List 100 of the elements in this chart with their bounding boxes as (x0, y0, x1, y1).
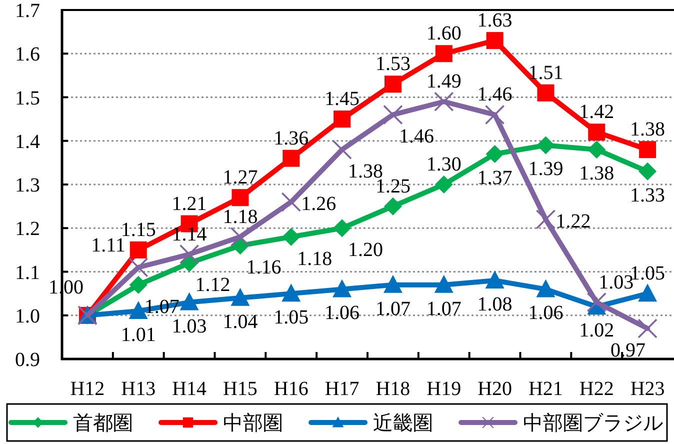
data-label: 1.07 (426, 298, 462, 320)
y-tick-label: 1.1 (15, 262, 40, 284)
x-tick-label: H17 (324, 378, 360, 400)
point (332, 279, 352, 298)
x-tick-label: H16 (274, 378, 308, 400)
point (586, 292, 607, 312)
y-tick-label: 1.3 (15, 174, 40, 196)
point (434, 176, 453, 194)
point (179, 244, 200, 264)
point (383, 104, 403, 125)
y-tick-label: 1.2 (15, 218, 40, 240)
legend-label: 首都圏 (73, 412, 133, 434)
y-tick-label: 1.5 (15, 87, 40, 110)
x-tick-label: H19 (426, 378, 462, 400)
legend-label: 近畿圏 (373, 412, 433, 434)
x-tick-label: H23 (630, 378, 665, 400)
data-label: 1.63 (477, 10, 512, 32)
y-tick-label: 0.9 (15, 349, 40, 371)
point (128, 257, 148, 278)
x-tick-label: H22 (579, 378, 614, 400)
data-label: 1.36 (274, 127, 309, 150)
data-label: 1.07 (375, 298, 410, 320)
point (384, 197, 402, 216)
data-label: 1.22 (556, 210, 591, 232)
data-label: 1.06 (528, 302, 564, 324)
data-label: 1.06 (324, 302, 360, 324)
point (536, 136, 555, 154)
point (588, 124, 606, 141)
data-label: 0.97 (610, 339, 646, 362)
data-label: 1.42 (579, 101, 614, 124)
data-label: 1.49 (426, 70, 462, 93)
point (180, 292, 199, 310)
data-label: 1.60 (426, 22, 462, 45)
point (486, 32, 504, 50)
point (638, 284, 658, 302)
data-label: 1.39 (528, 158, 564, 180)
point (282, 228, 300, 246)
point (230, 288, 250, 306)
point (638, 162, 657, 180)
x-tick-label: H15 (222, 378, 258, 400)
data-label: 1.20 (348, 239, 384, 262)
point (230, 226, 250, 247)
y-tick-label: 1.4 (15, 130, 40, 153)
x-tick-label: H14 (172, 378, 207, 400)
data-label: 1.46 (398, 126, 434, 148)
data-label: 1.30 (426, 154, 462, 176)
x-tick-label: H18 (376, 378, 410, 400)
y-tick-label: 1.0 (15, 305, 40, 328)
point (130, 241, 147, 258)
point (128, 301, 148, 320)
data-label: 1.18 (297, 248, 332, 270)
data-label: 1.21 (172, 192, 207, 215)
data-label: 1.26 (301, 192, 336, 215)
point (334, 110, 351, 128)
y-tick-label: 1.6 (15, 44, 40, 66)
point (129, 276, 148, 294)
data-label: 1.45 (324, 88, 360, 110)
data-label: 1.38 (579, 162, 614, 185)
point (434, 274, 454, 293)
legend-label: 中部圏ブラジル (523, 412, 663, 434)
point (332, 140, 352, 160)
data-label: 1.18 (222, 206, 258, 228)
data-label: 1.46 (477, 84, 512, 106)
x-tick-label: H20 (478, 378, 512, 400)
data-label: 1.04 (222, 310, 258, 333)
data-label: 1.03 (172, 315, 207, 338)
y-tick-label: 1.7 (15, 0, 40, 22)
data-label: 1.07 (144, 296, 180, 318)
point (484, 104, 505, 125)
point (536, 210, 556, 230)
point (486, 144, 504, 163)
data-label: 1.27 (222, 166, 258, 189)
data-label: 1.08 (477, 293, 512, 316)
point (281, 192, 302, 212)
point (485, 270, 504, 288)
data-label: 1.38 (630, 118, 666, 141)
point (536, 279, 556, 298)
data-label: 1.53 (375, 53, 410, 76)
data-label: 1.16 (246, 256, 282, 279)
data-label: 1.15 (120, 218, 156, 241)
point (333, 219, 352, 238)
point (384, 76, 402, 93)
point (383, 274, 402, 293)
x-tick-label: H13 (121, 378, 156, 400)
data-label: 1.05 (274, 306, 309, 329)
legend-label: 中部圏 (223, 412, 283, 434)
point (537, 84, 554, 102)
point (232, 189, 249, 206)
point (588, 140, 606, 159)
x-tick-label: H21 (528, 378, 563, 400)
point (435, 45, 452, 62)
point (282, 284, 301, 302)
data-label: 1.51 (528, 62, 564, 84)
data-label: 1.33 (630, 184, 666, 206)
point (638, 318, 658, 338)
point (639, 141, 656, 158)
data-label: 1.37 (477, 166, 512, 189)
point (282, 150, 300, 167)
data-label: 1.01 (120, 324, 156, 346)
x-tick-label: H12 (70, 378, 105, 400)
